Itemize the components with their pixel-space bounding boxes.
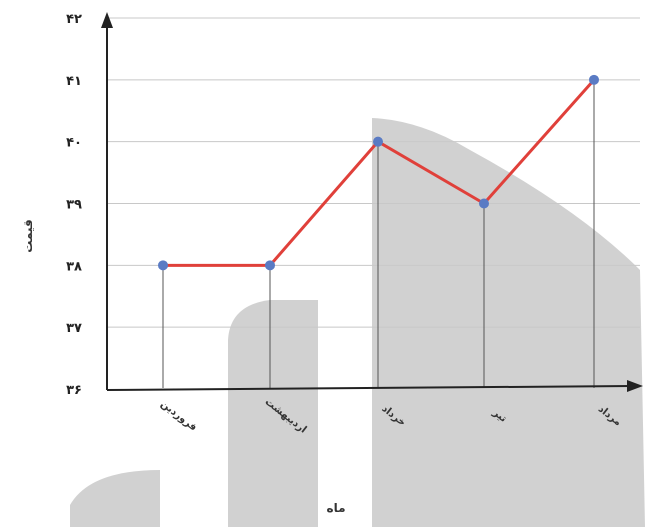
x-axis-title: ماه bbox=[326, 501, 345, 515]
watermark-left-shape bbox=[70, 470, 160, 527]
watermark-large-shape bbox=[372, 118, 645, 527]
data-point bbox=[479, 198, 489, 209]
x-axis-line bbox=[106, 385, 633, 391]
watermark-middle-shape bbox=[228, 300, 318, 527]
y-tick-labels: ۳۶ ۳۷ ۳۸ ۳۹ ۴۰ ۴۱ ۴۲ bbox=[66, 12, 82, 398]
price-series bbox=[158, 74, 599, 271]
y-tick-label: ۴۱ bbox=[66, 74, 82, 89]
x-axis-arrow bbox=[627, 380, 643, 392]
y-axis-title: قیمت bbox=[21, 219, 35, 253]
y-tick-label: ۴۰ bbox=[66, 136, 82, 151]
y-tick-label: ۳۹ bbox=[66, 198, 82, 213]
y-tick-label: ۳۶ bbox=[66, 383, 82, 398]
y-axis-arrow bbox=[101, 12, 113, 28]
drop-lines bbox=[162, 79, 595, 388]
data-point bbox=[589, 74, 599, 85]
watermark-shapes bbox=[70, 118, 645, 527]
y-tick-label: ۳۸ bbox=[66, 259, 82, 274]
data-point bbox=[265, 260, 275, 271]
y-tick-label: ۳۷ bbox=[66, 321, 82, 336]
data-point bbox=[158, 260, 168, 271]
y-tick-label: ۴۲ bbox=[66, 12, 82, 27]
x-tick-label: فروردین bbox=[158, 399, 198, 434]
data-point bbox=[373, 136, 383, 147]
axes bbox=[101, 12, 643, 392]
